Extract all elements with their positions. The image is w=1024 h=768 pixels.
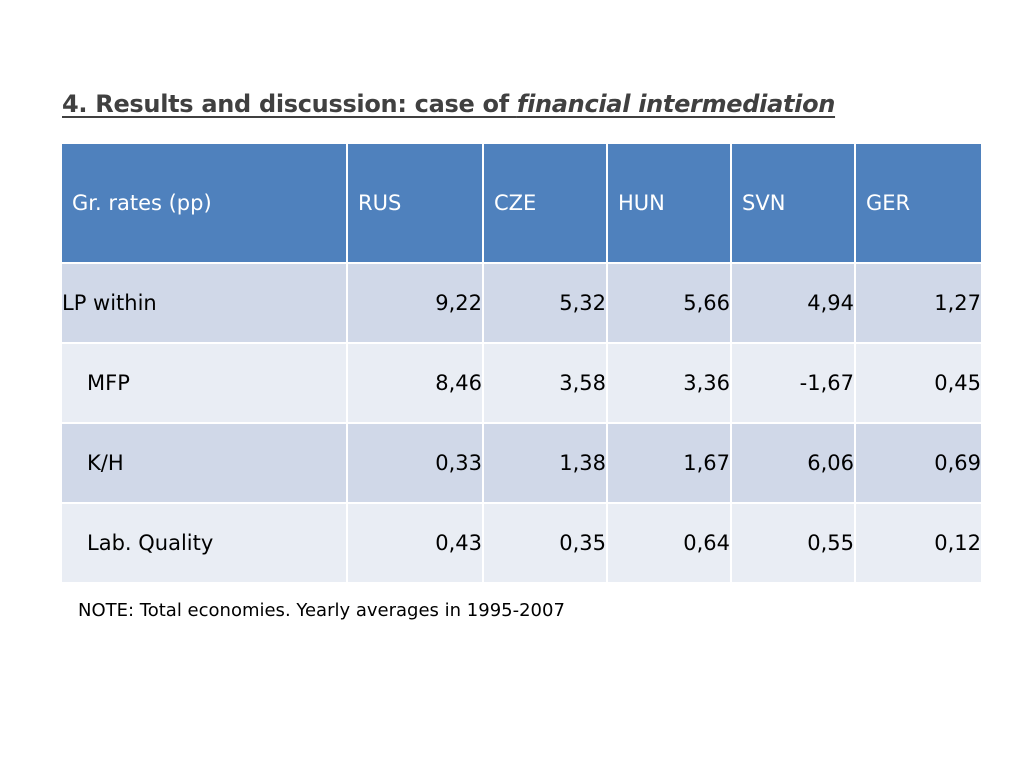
cell-value: 6,06 [730, 422, 856, 504]
cell-value: 1,38 [482, 422, 608, 504]
cell-value: 4,94 [730, 262, 856, 344]
row-label: MFP [60, 342, 348, 424]
cell-value: 5,32 [482, 262, 608, 344]
slide-title-emphasis: financial intermediation [516, 90, 836, 118]
cell-value: 0,35 [482, 502, 608, 584]
cell-value: 0,45 [854, 342, 983, 424]
header-cze: CZE [482, 142, 608, 264]
table-note: NOTE: Total economies. Yearly averages i… [78, 600, 565, 621]
cell-value: 8,46 [346, 342, 484, 424]
table-row: MFP 8,46 3,58 3,36 -1,67 0,45 [60, 342, 983, 424]
header-metric: Gr. rates (pp) [60, 142, 348, 264]
header-rus: RUS [346, 142, 484, 264]
cell-value: 1,67 [606, 422, 732, 504]
cell-value: 5,66 [606, 262, 732, 344]
row-label: LP within [60, 262, 348, 344]
row-label: Lab. Quality [60, 502, 348, 584]
cell-value: 3,58 [482, 342, 608, 424]
cell-value: 1,27 [854, 262, 983, 344]
table-row: LP within 9,22 5,32 5,66 4,94 1,27 [60, 262, 983, 344]
header-svn: SVN [730, 142, 856, 264]
cell-value: 9,22 [346, 262, 484, 344]
row-label: K/H [60, 422, 348, 504]
cell-value: 0,64 [606, 502, 732, 584]
table-header-row: Gr. rates (pp) RUS CZE HUN SVN GER [60, 142, 983, 264]
table-row: K/H 0,33 1,38 1,67 6,06 0,69 [60, 422, 983, 504]
cell-value: 0,55 [730, 502, 856, 584]
header-ger: GER [854, 142, 983, 264]
cell-value: 3,36 [606, 342, 732, 424]
slide-title-prefix: 4. Results and discussion: case of [62, 90, 517, 118]
cell-value: 0,43 [346, 502, 484, 584]
slide-title: 4. Results and discussion: case of finan… [62, 90, 835, 118]
cell-value: 0,33 [346, 422, 484, 504]
cell-value: 0,12 [854, 502, 983, 584]
header-hun: HUN [606, 142, 732, 264]
cell-value: 0,69 [854, 422, 983, 504]
results-table: Gr. rates (pp) RUS CZE HUN SVN GER LP wi… [60, 142, 983, 584]
cell-value: -1,67 [730, 342, 856, 424]
table-row: Lab. Quality 0,43 0,35 0,64 0,55 0,12 [60, 502, 983, 584]
